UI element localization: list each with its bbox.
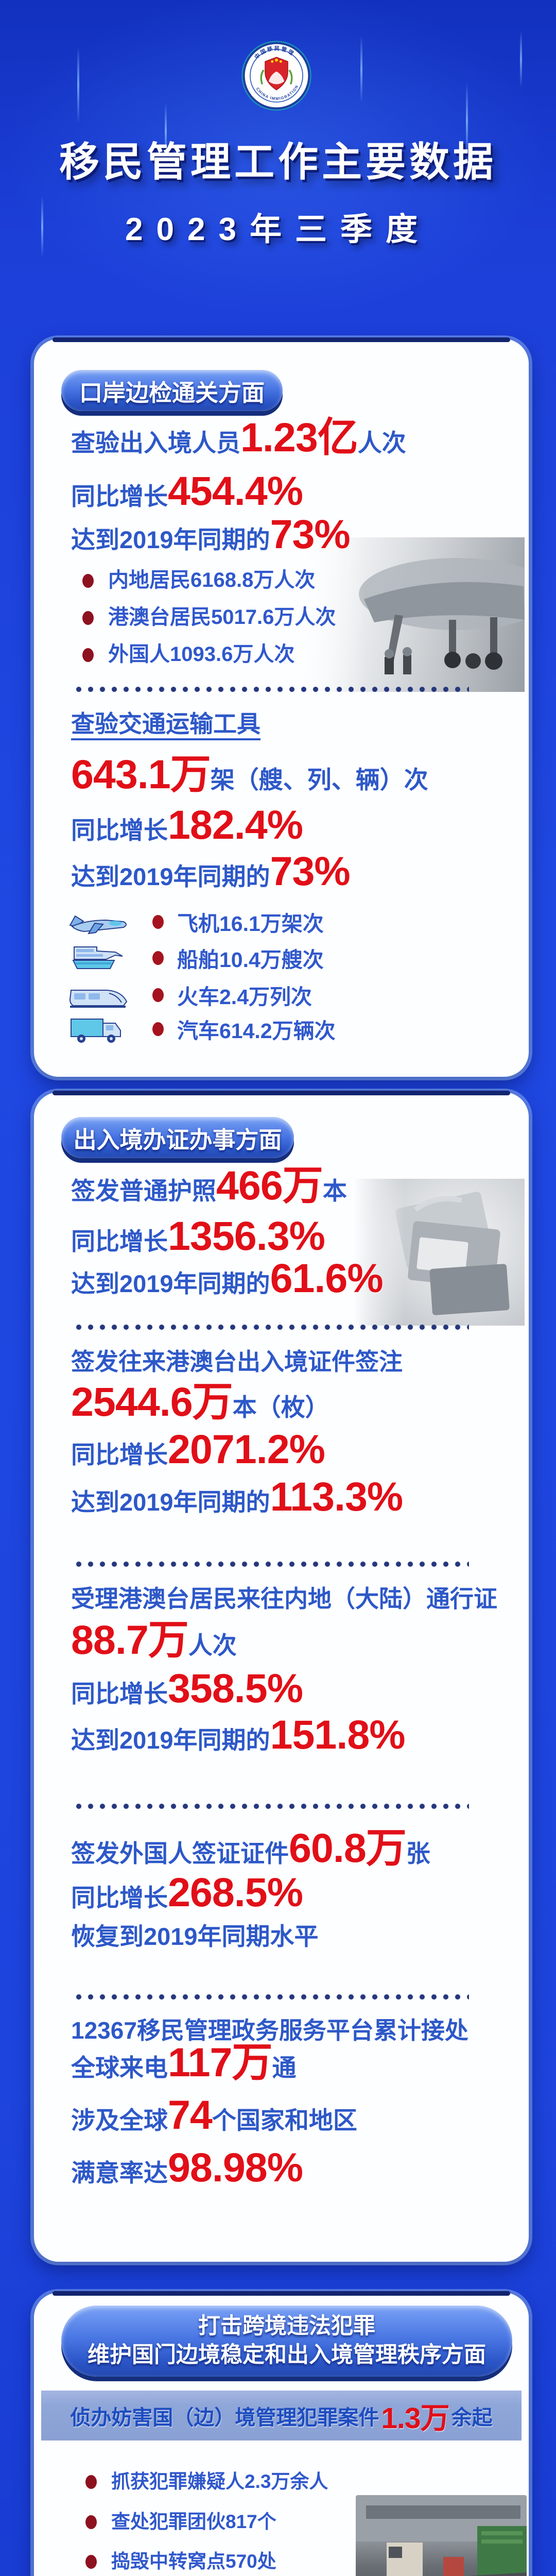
checkpoint-photo-graphic [356,2495,527,2576]
bullet-item: 内地居民6168.8万人次 [82,565,315,596]
stat-line: 88.7万人次 [71,1617,237,1663]
stat-line: 同比增长268.5% [71,1869,303,1915]
train-icon [69,990,128,1008]
dotted-divider [75,1802,469,1810]
bullet-item: 港澳台居民5017.6万人次 [82,602,336,633]
section-pill-label: 出入境办证办事方面 [73,1126,282,1153]
stat-line: 同比增长454.4% [71,468,303,514]
ship-icon [72,946,123,969]
dotted-divider [75,685,469,693]
page-title: 移民管理工作主要数据 [59,139,497,184]
card-border-inspection: 口岸边检通关方面 查验出入境人员1.23亿人次 同比增长454.4% 达到201… [34,337,554,1077]
background-streak [520,31,522,88]
section-pill-label-line1: 打击跨境违法犯罪 [198,2314,375,2339]
dotted-divider [75,1993,469,2001]
stat-line: 达到2019年同期的61.6% [71,1255,384,1301]
vehicle-row: 汽车614.2万辆次 [66,1012,336,1046]
dotted-divider [75,1560,469,1568]
vehicle-label: 汽车614.2万辆次 [177,1019,336,1043]
vehicle-label: 飞机16.1万架次 [177,912,324,936]
airplane-photo [302,537,554,692]
passport-photo-graphic [395,1192,510,1315]
bullet-item: 捣毁中转窝点570处 [85,2546,276,2576]
stat-line: 643.1万架（艘、列、辆）次 [71,751,428,797]
china-immigration-logo: 中国移民管理 CHINA IMMIGRATION [241,40,312,111]
vehicle-label: 船舶10.4万艘次 [177,948,324,972]
stat-line: 同比增长182.4% [71,802,303,848]
truck-icon [71,1019,121,1043]
background-streak [360,36,362,103]
airplane-photo-graphic [359,558,554,674]
bullet-item: 抓获犯罪嫌疑人2.3万余人 [85,2466,328,2497]
background-streak [77,46,79,124]
checkpoint-photo [356,2495,527,2576]
vehicle-label: 火车2.4万列次 [177,985,312,1009]
stat-line: 签发普通护照466万本 [71,1162,347,1208]
vehicle-row: 船舶10.4万艘次 [66,941,324,975]
block-title: 12367移民管理政务服务平台累计接处 [71,2017,468,2044]
card-document-services: 出入境办证办事方面 签发普通护照466万本 同比增长1356.3% 达到2019… [34,1091,529,2262]
block-title: 受理港澳台居民来往内地（大陆）通行证 [71,1585,497,1612]
stat-line: 2544.6万本（枚） [71,1379,329,1425]
stat-line: 同比增长1356.3% [71,1213,325,1259]
bullet-item: 外国人1093.6万人次 [82,639,294,670]
card-crime-crackdown: 打击跨境违法犯罪 维护国门边境稳定和出入境管理秩序方面 侦办妨害国（边）境管理犯… [34,2291,529,2576]
section-pill-label: 口岸边检通关方面 [79,379,265,406]
china-immigration-badge-icon: 中国移民管理 CHINA IMMIGRATION [241,41,311,111]
vehicle-row: 飞机16.1万架次 [66,905,324,939]
bullet-dot [152,951,164,965]
stat-line: 签发外国人签证证件60.8万张 [71,1825,430,1871]
stat-line: 全球来电117万通 [71,2039,297,2085]
stat-line: 同比增长358.5% [71,1665,303,1711]
section-pill-document-services: 出入境办证办事方面 [61,1117,294,1158]
stat-line: 达到2019年同期的151.8% [71,1711,405,1757]
stat-line: 涉及全球74个国家和地区 [71,2092,357,2138]
vehicle-row: 火车2.4万列次 [66,978,312,1012]
block-title: 签发往来港澳台出入境证件签注 [71,1348,403,1375]
bullet-dot [152,914,164,929]
stat-banner: 侦办妨害国（边）境管理犯罪案件 1.3万 余起 [41,2391,522,2441]
stat-line: 达到2019年同期的73% [71,511,351,557]
dotted-divider [75,1323,469,1331]
page-subtitle: 2023年三季度 [125,212,431,247]
stat-line: 满意率达98.98% [71,2144,303,2190]
stat-line: 达到2019年同期的113.3% [71,1473,403,1519]
stat-line: 查验出入境人员1.23亿人次 [71,414,406,460]
bullet-dot [152,988,164,1002]
section-pill-label-line2: 维护国门边境稳定和出入境管理秩序方面 [88,2343,486,2367]
passport-photo [354,1179,525,1326]
sub-title: 查验交通运输工具 [71,708,260,740]
stat-line: 同比增长2071.2% [71,1426,325,1472]
stat-line: 恢复到2019年同期水平 [71,1923,319,1950]
bullet-item: 查处犯罪团伙817个 [85,2506,276,2537]
section-pill-crime-crackdown: 打击跨境违法犯罪 维护国门边境稳定和出入境管理秩序方面 [61,2306,512,2377]
bullet-dot [152,1022,164,1036]
stat-line: 达到2019年同期的73% [71,848,351,894]
plane-icon [69,915,127,935]
section-pill-border-inspection: 口岸边检通关方面 [61,370,283,411]
